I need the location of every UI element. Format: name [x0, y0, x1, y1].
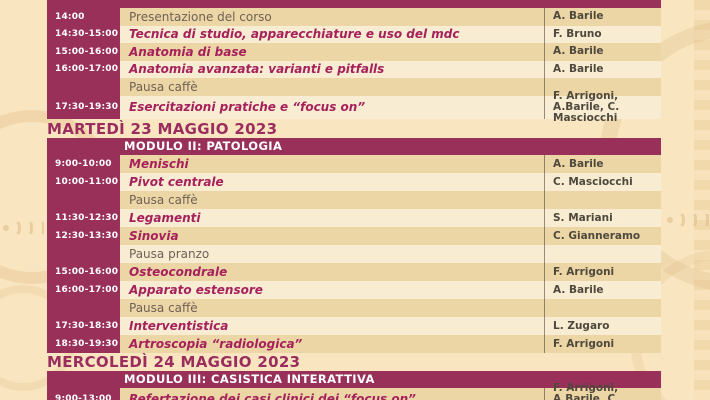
- topic-cell: Pausa pranzo: [120, 245, 544, 263]
- day-rows: 9:00-10:00 Menischi A. Barile 10:00-11:0…: [47, 155, 661, 353]
- schedule-row: 15:00-16:00 Osteocondrale F. Arrigoni: [47, 263, 661, 281]
- topic-cell: Pausa caffè: [120, 191, 544, 209]
- schedule-row: Pausa pranzo: [47, 245, 661, 263]
- day-section: 14:00 Presentazione del corso A. Barile …: [47, 0, 661, 123]
- time-cell: [47, 245, 120, 263]
- topic-cell: Pivot centrale: [120, 173, 544, 191]
- speaker-cell: F. Arrigoni, A.Barile, C. Masciocchi: [544, 382, 661, 400]
- topic-cell: Refertazione dei casi clinici dei “focus…: [120, 388, 544, 400]
- schedule-row: Pausa caffè: [47, 191, 661, 209]
- speaker-cell: [544, 299, 661, 317]
- schedule-row: 11:30-12:30 Legamenti S. Mariani: [47, 209, 661, 227]
- schedule-row: Pausa caffè: [47, 78, 661, 96]
- module-header: MODULO III: CASISTICA INTERATTIVA: [47, 371, 661, 388]
- speaker-cell: S. Mariani: [544, 209, 661, 227]
- schedule-row: 16:00-17:00 Anatomia avanzata: varianti …: [47, 60, 661, 78]
- time-cell: 17:30-18:30: [47, 317, 120, 335]
- topic-cell: Anatomia avanzata: varianti e pitfalls: [120, 60, 544, 78]
- time-cell: 10:00-11:00: [47, 173, 120, 191]
- speaker-cell: A. Barile: [544, 43, 661, 61]
- speaker-cell: F. Arrigoni: [544, 335, 661, 353]
- speaker-cell: F. Arrigoni: [544, 263, 661, 281]
- dot-band-right: [664, 214, 710, 226]
- schedule-row: 17:30-19:30 Esercitazioni pratiche e “fo…: [47, 90, 661, 123]
- day-title: MARTEDÌ 23 MAGGIO 2023: [47, 120, 278, 138]
- speaker-cell: [544, 78, 661, 96]
- speaker-cell: A. Barile: [544, 60, 661, 78]
- topic-cell: Sinovia: [120, 227, 544, 245]
- topic-cell: Pausa caffè: [120, 78, 544, 96]
- time-cell: 16:00-17:00: [47, 281, 120, 299]
- topic-cell: Pausa caffè: [120, 299, 544, 317]
- topic-cell: Legamenti: [120, 209, 544, 227]
- schedule-row: 10:00-11:00 Pivot centrale C. Masciocchi: [47, 173, 661, 191]
- schedule-row: 9:00-13:00 Refertazione dei casi clinici…: [47, 382, 661, 400]
- topic-cell: Presentazione del corso: [120, 8, 544, 26]
- speaker-cell: A. Barile: [544, 8, 661, 26]
- time-cell: [47, 299, 120, 317]
- topic-cell: Anatomia di base: [120, 43, 544, 61]
- topic-cell: Apparato estensore: [120, 281, 544, 299]
- dot-band-left: [0, 222, 44, 234]
- topic-cell: Interventistica: [120, 317, 544, 335]
- day-title: MERCOLEDÌ 24 MAGGIO 2023: [47, 353, 301, 371]
- time-cell: 17:30-19:30: [47, 95, 120, 119]
- topic-cell: Osteocondrale: [120, 263, 544, 281]
- time-cell: 15:00-16:00: [47, 263, 120, 281]
- speaker-cell: A. Barile: [544, 281, 661, 299]
- speaker-cell: F. Arrigoni, A.Barile, C. Masciocchi: [544, 90, 661, 123]
- topic-cell: Tecnica di studio, apparecchiature e uso…: [120, 25, 544, 43]
- day-section: MARTEDÌ 23 MAGGIO 2023 MODULO II: PATOLO…: [47, 121, 661, 353]
- schedule-row: Pausa caffè: [47, 299, 661, 317]
- speaker-cell: A. Barile: [544, 155, 661, 173]
- time-cell: [47, 78, 120, 96]
- topic-cell: Menischi: [120, 155, 544, 173]
- speaker-cell: [544, 245, 661, 263]
- schedule-row: 17:30-18:30 Interventistica L. Zugaro: [47, 317, 661, 335]
- day-section: MERCOLEDÌ 24 MAGGIO 2023 MODULO III: CAS…: [47, 354, 661, 400]
- speaker-cell: [544, 191, 661, 209]
- speaker-cell: C. Masciocchi: [544, 173, 661, 191]
- time-cell: [47, 191, 120, 209]
- day-rows: 14:00 Presentazione del corso A. Barile …: [47, 8, 661, 123]
- time-cell: 11:30-12:30: [47, 209, 120, 227]
- border-ornament-right: [694, 0, 710, 400]
- topic-cell: Artroscopia “radiologica”: [120, 335, 544, 353]
- schedule-row: 16:00-17:00 Apparato estensore A. Barile: [47, 281, 661, 299]
- speaker-cell: L. Zugaro: [544, 317, 661, 335]
- module-header: [47, 0, 661, 8]
- schedule-row: 15:00-16:00 Anatomia di base A. Barile: [47, 43, 661, 61]
- schedule-row: 14:00 Presentazione del corso A. Barile: [47, 8, 661, 26]
- time-cell: 9:00-13:00: [47, 388, 120, 400]
- time-cell: 15:00-16:00: [47, 43, 120, 61]
- schedule-row: 9:00-10:00 Menischi A. Barile: [47, 155, 661, 173]
- time-cell: 14:30-15:00: [47, 25, 120, 43]
- topic-cell: Esercitazioni pratiche e “focus on”: [120, 95, 544, 119]
- day-rows: 9:00-13:00 Refertazione dei casi clinici…: [47, 382, 661, 400]
- schedule-row: 18:30-19:30 Artroscopia “radiologica” F.…: [47, 335, 661, 353]
- time-cell: 14:00: [47, 8, 120, 26]
- schedule-row: 14:30-15:00 Tecnica di studio, apparecch…: [47, 25, 661, 43]
- time-cell: 16:00-17:00: [47, 60, 120, 78]
- speaker-cell: C. Gianneramo: [544, 227, 661, 245]
- time-cell: 18:30-19:30: [47, 335, 120, 353]
- speaker-cell: F. Bruno: [544, 25, 661, 43]
- time-cell: 12:30-13:30: [47, 227, 120, 245]
- time-cell: 9:00-10:00: [47, 155, 120, 173]
- schedule-row: 12:30-13:30 Sinovia C. Gianneramo: [47, 227, 661, 245]
- module-header: MODULO II: PATOLOGIA: [47, 138, 661, 155]
